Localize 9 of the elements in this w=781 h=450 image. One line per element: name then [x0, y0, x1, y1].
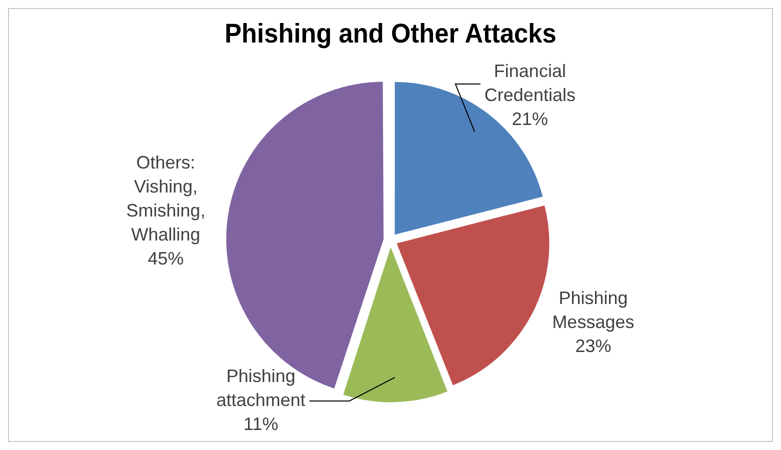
slice-label: Others: Vishing, Smishing, Whalling — [126, 152, 206, 245]
slice-label: Phishing attachment — [216, 366, 306, 410]
data-label: 23% — [575, 336, 612, 356]
data-label: 21% — [512, 108, 548, 129]
slice-label: Financial Credentials — [484, 60, 576, 105]
data-label: 11% — [244, 414, 278, 434]
chart-title: Phishing and Other Attacks — [224, 18, 556, 49]
data-label: 45% — [148, 248, 184, 269]
slice-label: Phishing Messages — [552, 288, 634, 332]
